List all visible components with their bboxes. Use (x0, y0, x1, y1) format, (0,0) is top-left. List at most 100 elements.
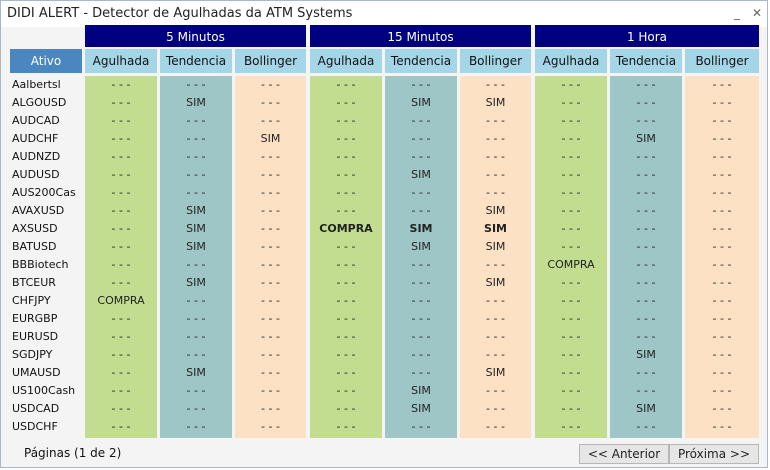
previous-page-button[interactable]: << Anterior (579, 444, 669, 464)
signal-cell: - - - (186, 402, 206, 415)
signal-cell: SIM (411, 96, 431, 109)
signal-cell: - - - (336, 330, 356, 343)
signal-cell: - - - (561, 78, 581, 91)
signal-cell: - - - (186, 384, 206, 397)
signal-cell: - - - (636, 222, 656, 235)
signal-cell: - - - (636, 150, 656, 163)
signal-cell: - - - (261, 330, 280, 343)
signal-cell: - - - (261, 96, 280, 109)
signal-cell: - - - (336, 204, 356, 217)
signal-cell: - - - (111, 258, 131, 271)
cells-tendencia-5min: - - - SIM - - - - - - - - - - - - - - - SIM SIM S… (160, 76, 232, 438)
signal-cell: - - - (111, 132, 131, 145)
signal-cell: SIM (186, 276, 206, 289)
column-bg-bollinger-5min (235, 76, 306, 438)
signal-cell: - - - (486, 330, 505, 343)
signal-cell: - - - (486, 312, 505, 325)
signal-cell: - - - (561, 294, 581, 307)
column-bg-tendencia-15min (385, 76, 457, 438)
signal-cell: - - - (486, 258, 505, 271)
signal-cell: - - - (712, 330, 732, 343)
cells-agulhada-1h: - - - - - - - - - - - - - - - - - - - - - - - -… (535, 76, 607, 438)
signal-cell: - - - (411, 258, 431, 271)
title-bar: DIDI ALERT - Detector de Agulhadas da AT… (1, 1, 767, 27)
signal-cell: - - - (336, 240, 356, 253)
signal-cell: - - - (636, 168, 656, 181)
signal-cell: - - - (712, 168, 732, 181)
cells-agulhada-5min: - - - - - - - - - - - - - - - - - - - - - - - -… (85, 76, 157, 438)
asset-label: AXSUSD (12, 222, 58, 235)
signal-cell: SIM (186, 366, 206, 379)
next-page-button[interactable]: Próxima >> (669, 444, 759, 464)
signal-cell: - - - (186, 330, 206, 343)
signal-cell: - - - (561, 312, 581, 325)
signal-cell: - - - (111, 150, 131, 163)
column-bg-tendencia-5min (160, 76, 232, 438)
signal-cell: - - - (261, 402, 280, 415)
signal-cell: - - - (186, 78, 206, 91)
signal-cell: - - - (336, 258, 356, 271)
signal-cell: SIM (411, 168, 431, 181)
signal-cell: - - - (411, 114, 431, 127)
signal-cell: - - - (261, 78, 280, 91)
signal-cell: - - - (561, 186, 581, 199)
signal-cell: - - - (712, 420, 732, 433)
signal-cell: - - - (111, 114, 131, 127)
signal-cell: - - - (486, 168, 505, 181)
signal-cell: - - - (261, 114, 280, 127)
signal-cell: - - - (261, 168, 280, 181)
signal-cell: - - - (712, 240, 732, 253)
signal-cell: COMPRA (547, 258, 595, 271)
signal-cell: - - - (561, 150, 581, 163)
signal-cell: - - - (561, 366, 581, 379)
signal-cell: - - - (261, 204, 280, 217)
signal-cell: - - - (111, 222, 131, 235)
signal-cell: - - - (486, 114, 505, 127)
minimize-icon[interactable]: _ (734, 6, 740, 20)
signal-cell: - - - (411, 276, 431, 289)
signal-cell: - - - (486, 384, 505, 397)
signal-cell: - - - (561, 222, 581, 235)
signal-cell: - - - (111, 384, 131, 397)
asset-label: BTCEUR (12, 276, 56, 289)
signal-cell: - - - (111, 366, 131, 379)
signal-cell: - - - (712, 348, 732, 361)
column-bg-agulhada-5min (85, 76, 157, 438)
signal-cell: SIM (636, 132, 656, 145)
signal-cell: - - - (111, 186, 131, 199)
signal-cell: - - - (411, 150, 431, 163)
signal-cell: - - - (186, 294, 206, 307)
column-bg-bollinger-15min (460, 76, 531, 438)
signal-cell: - - - (336, 420, 356, 433)
signal-cell: - - - (636, 312, 656, 325)
signal-cell: - - - (486, 186, 505, 199)
signal-cell: SIM (411, 240, 431, 253)
signal-cell: SIM (485, 366, 506, 379)
signal-cell: - - - (561, 420, 581, 433)
signal-cell: - - - (712, 294, 732, 307)
signal-cell: COMPRA (319, 222, 373, 235)
signal-cell: - - - (261, 222, 280, 235)
cells-bollinger-5min: - - - - - - - - - SIM - - - - - - - - - - - - - … (235, 76, 306, 438)
group-header-1h: 1 Hora (535, 25, 759, 47)
signal-cell: - - - (561, 384, 581, 397)
asset-label: AVAXUSD (12, 204, 65, 217)
close-icon[interactable]: ✕ (751, 6, 763, 20)
signal-cell: - - - (712, 258, 732, 271)
signal-cell: - - - (486, 132, 505, 145)
signal-cell: - - - (261, 276, 280, 289)
column-bg-agulhada-15min (310, 76, 382, 438)
ativo-column-header[interactable]: Ativo (10, 49, 82, 73)
signal-cell: - - - (186, 312, 206, 325)
signal-cell: - - - (261, 186, 280, 199)
group-header-5min: 5 Minutos (85, 25, 306, 47)
signal-cell: - - - (561, 330, 581, 343)
subheader-bollinger: Bollinger (460, 49, 531, 73)
signal-cell: - - - (336, 294, 356, 307)
signal-cell: - - - (186, 132, 206, 145)
signal-cell: - - - (561, 240, 581, 253)
signal-cell: - - - (111, 420, 131, 433)
pages-indicator: Páginas (1 de 2) (24, 446, 122, 460)
signal-cell: - - - (111, 312, 131, 325)
signal-cell: - - - (186, 168, 206, 181)
